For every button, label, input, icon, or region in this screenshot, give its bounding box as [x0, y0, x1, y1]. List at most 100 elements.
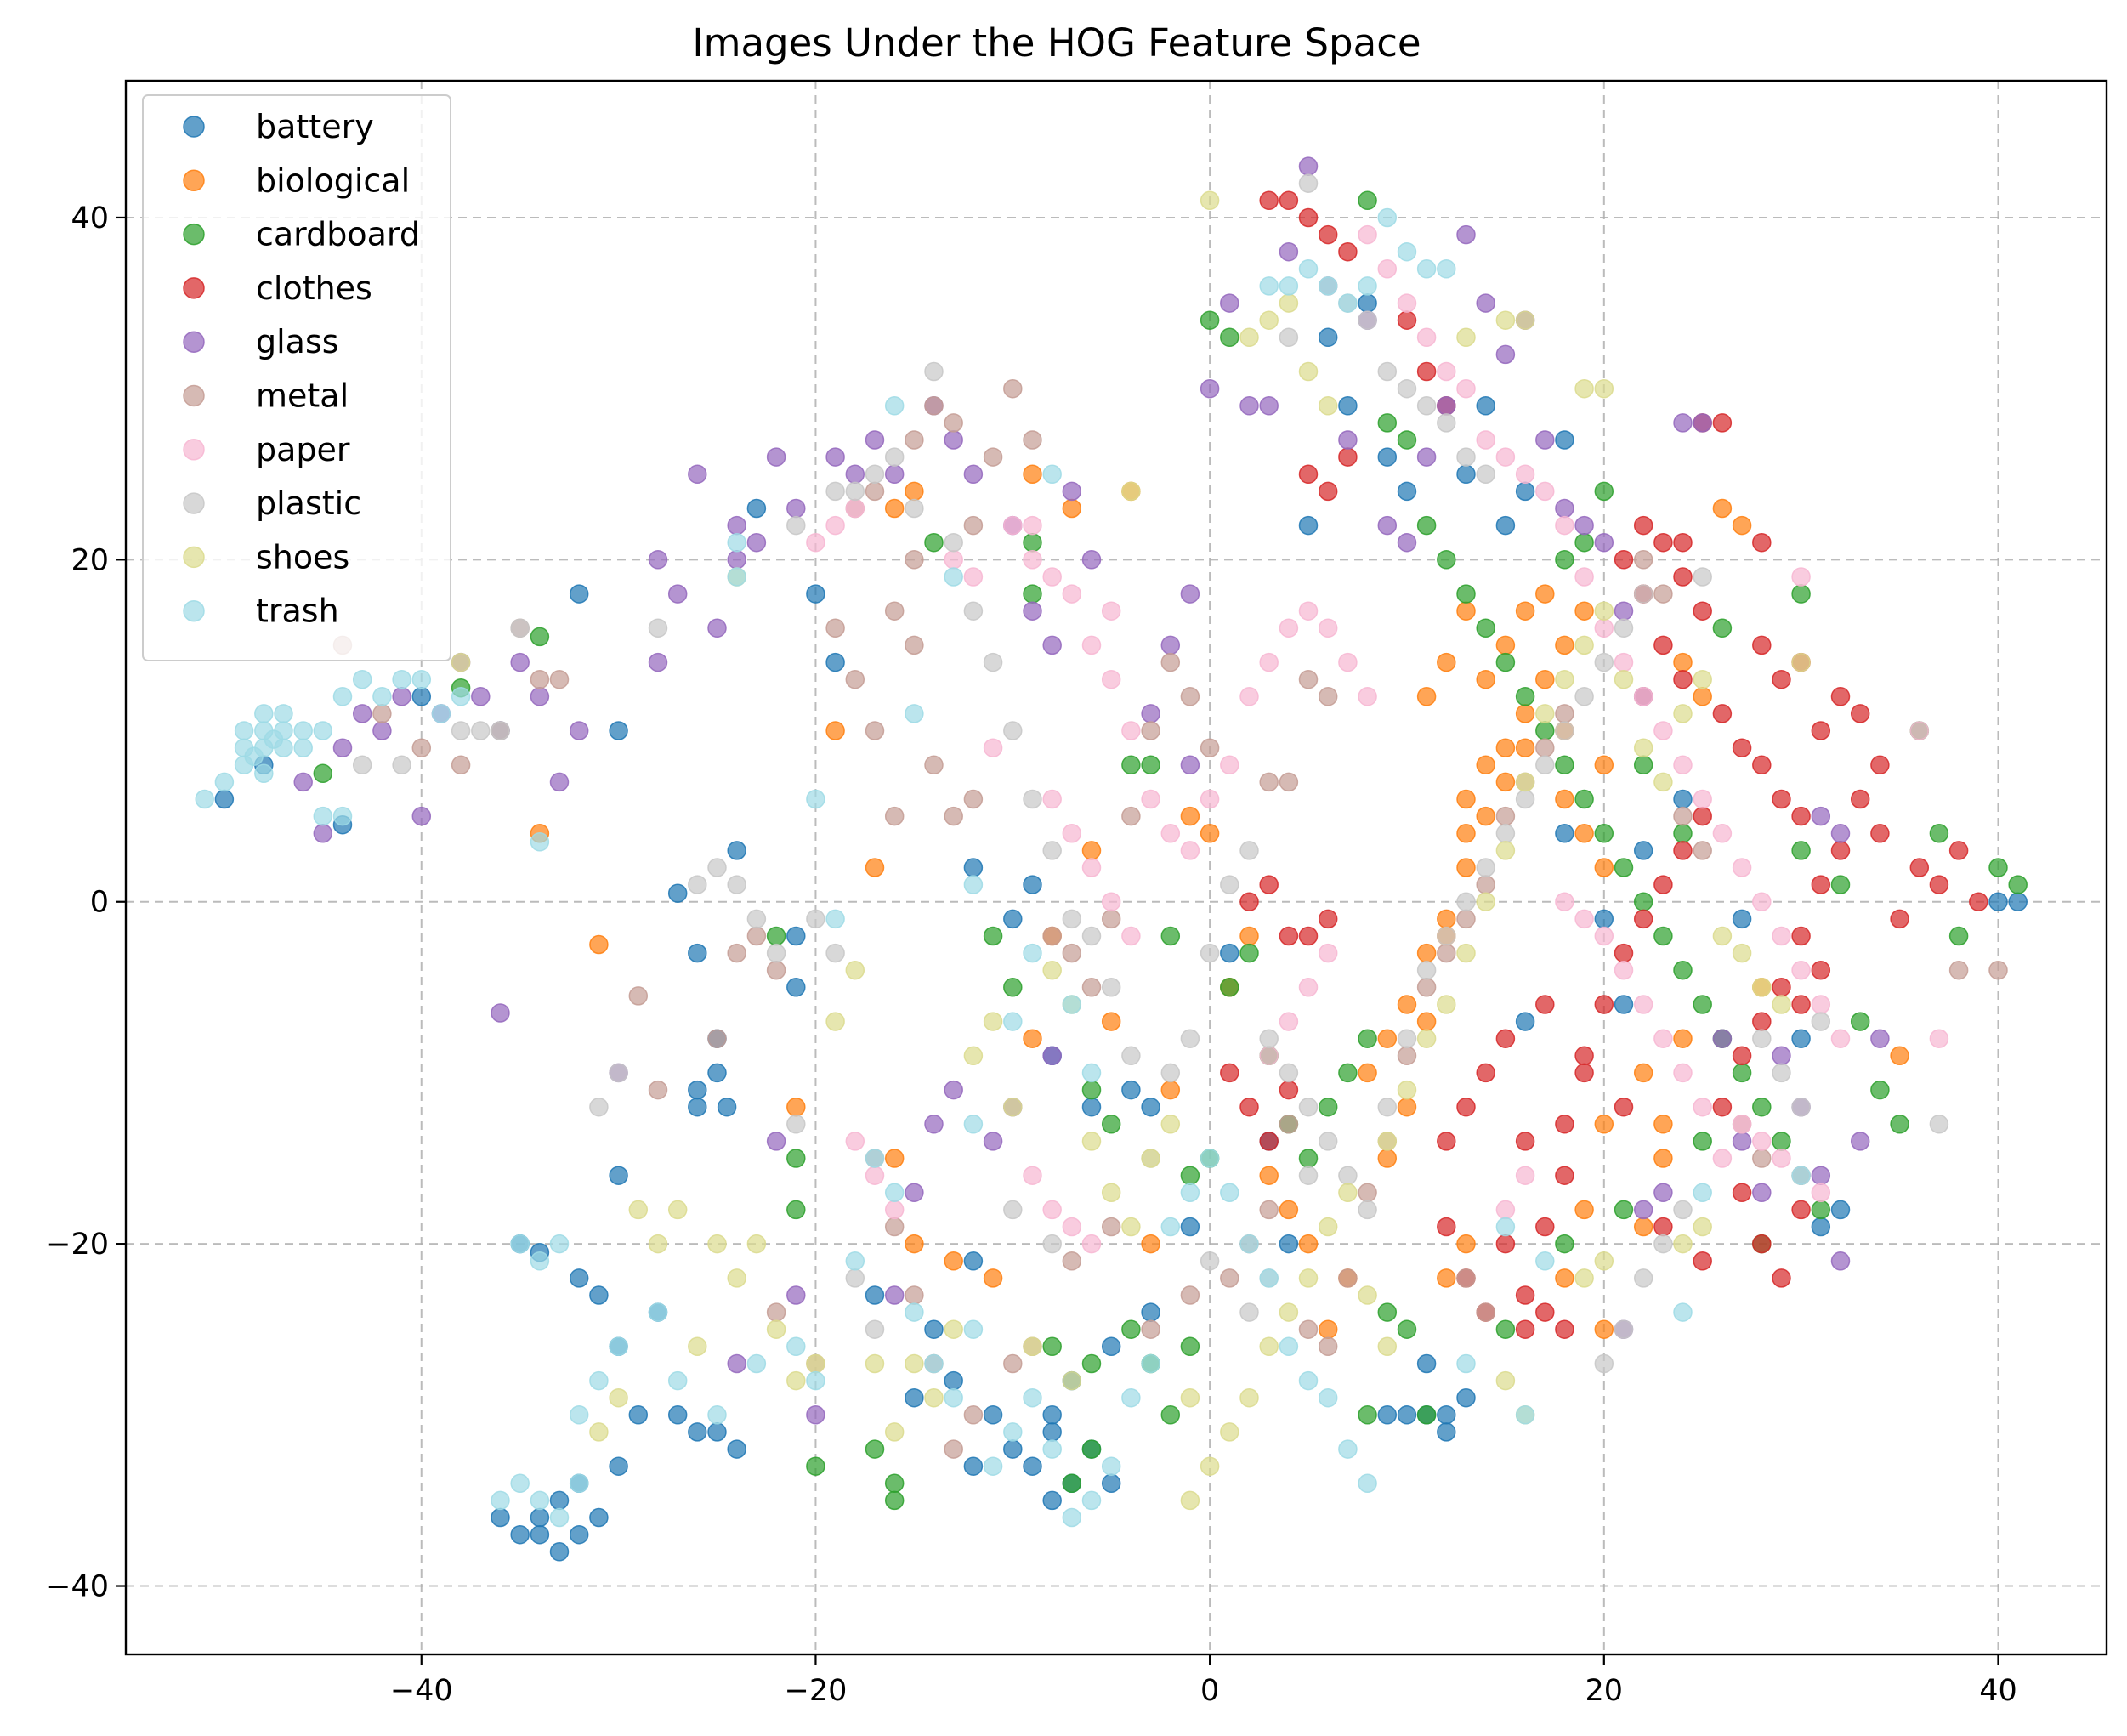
data-point	[905, 498, 924, 519]
data-point	[1948, 926, 1969, 946]
data-point	[1712, 704, 1733, 723]
data-point	[1594, 926, 1614, 946]
data-point	[549, 1490, 570, 1511]
data-point	[1081, 1097, 1102, 1117]
data-point	[1693, 669, 1712, 689]
data-point	[628, 1405, 649, 1425]
x-tick-label: 20	[1585, 1674, 1624, 1708]
data-point	[1476, 618, 1495, 638]
data-point	[1416, 978, 1437, 997]
data-point	[1535, 1302, 1555, 1322]
data-point	[845, 1268, 865, 1288]
legend-label: plastic	[256, 485, 361, 522]
data-point	[1653, 1217, 1673, 1237]
data-point	[1791, 960, 1811, 980]
data-point	[806, 1456, 825, 1476]
data-point	[313, 806, 333, 826]
data-point	[1673, 806, 1693, 826]
data-point	[1437, 361, 1456, 382]
data-point	[1377, 207, 1398, 228]
data-point	[1239, 943, 1259, 963]
data-point	[1062, 1370, 1082, 1391]
data-point	[1791, 1166, 1811, 1185]
data-point	[1397, 481, 1417, 502]
data-point	[1121, 1046, 1141, 1066]
data-point	[1397, 241, 1417, 262]
data-point	[1811, 1200, 1831, 1220]
data-point	[707, 1405, 727, 1425]
data-point	[786, 1336, 806, 1357]
data-point	[1633, 892, 1653, 911]
data-point	[1081, 1063, 1102, 1083]
data-point	[1752, 1132, 1772, 1151]
data-point	[1023, 532, 1042, 553]
data-point	[944, 806, 963, 826]
data-point	[1200, 824, 1220, 843]
data-point	[1298, 1234, 1319, 1254]
data-point	[707, 618, 727, 638]
data-point	[1200, 943, 1220, 963]
data-point	[845, 1132, 865, 1151]
data-point	[1574, 909, 1594, 929]
data-point	[1318, 687, 1338, 706]
data-point	[1023, 1029, 1042, 1048]
data-point	[1081, 1490, 1102, 1511]
legend-label: metal	[256, 377, 349, 415]
data-point	[1377, 1302, 1398, 1322]
data-point	[1377, 515, 1398, 536]
data-point	[1397, 1319, 1417, 1339]
data-point	[1279, 772, 1299, 792]
data-point	[1377, 1336, 1398, 1357]
data-point	[1495, 1217, 1516, 1237]
data-point	[746, 532, 767, 553]
data-point	[293, 738, 313, 757]
data-point	[195, 789, 214, 809]
data-point	[1023, 430, 1042, 450]
data-point	[1220, 1422, 1239, 1442]
data-point	[254, 763, 274, 784]
data-point	[1752, 892, 1772, 911]
data-point	[786, 1200, 806, 1220]
data-point	[1416, 447, 1437, 467]
data-point	[1712, 1029, 1733, 1048]
data-point	[1259, 1132, 1279, 1151]
data-point	[1555, 824, 1574, 843]
data-point	[1259, 875, 1279, 894]
data-point	[1397, 1046, 1417, 1066]
data-point	[1495, 515, 1516, 536]
data-point	[944, 1370, 963, 1391]
data-point	[1023, 943, 1042, 963]
data-point	[1653, 875, 1673, 894]
data-point	[1870, 1080, 1890, 1100]
data-point	[1298, 515, 1319, 536]
data-point	[1042, 567, 1062, 587]
data-point	[1318, 1132, 1338, 1151]
data-point	[648, 1234, 668, 1254]
data-point	[963, 567, 984, 587]
data-point	[884, 464, 905, 485]
data-point	[1358, 1473, 1377, 1494]
data-point	[1338, 1166, 1358, 1185]
data-point	[1495, 635, 1516, 655]
data-point	[1220, 1268, 1239, 1288]
data-point	[1081, 926, 1102, 946]
data-point	[1890, 1046, 1909, 1066]
data-point	[1515, 772, 1535, 792]
data-point	[766, 943, 786, 963]
data-point	[1594, 1353, 1614, 1374]
data-point	[1614, 669, 1634, 689]
data-point	[1259, 1029, 1279, 1048]
data-point	[1515, 481, 1535, 502]
data-point	[845, 669, 865, 689]
data-point	[924, 361, 944, 382]
legend-marker	[183, 331, 205, 353]
data-point	[1574, 824, 1594, 843]
data-point	[983, 1012, 1003, 1031]
data-point	[1791, 1097, 1811, 1117]
data-point	[1062, 995, 1082, 1014]
data-point	[1416, 1353, 1437, 1374]
data-point	[1594, 378, 1614, 399]
data-point	[1298, 173, 1319, 193]
data-point	[1180, 1029, 1200, 1048]
data-point	[766, 1132, 786, 1151]
